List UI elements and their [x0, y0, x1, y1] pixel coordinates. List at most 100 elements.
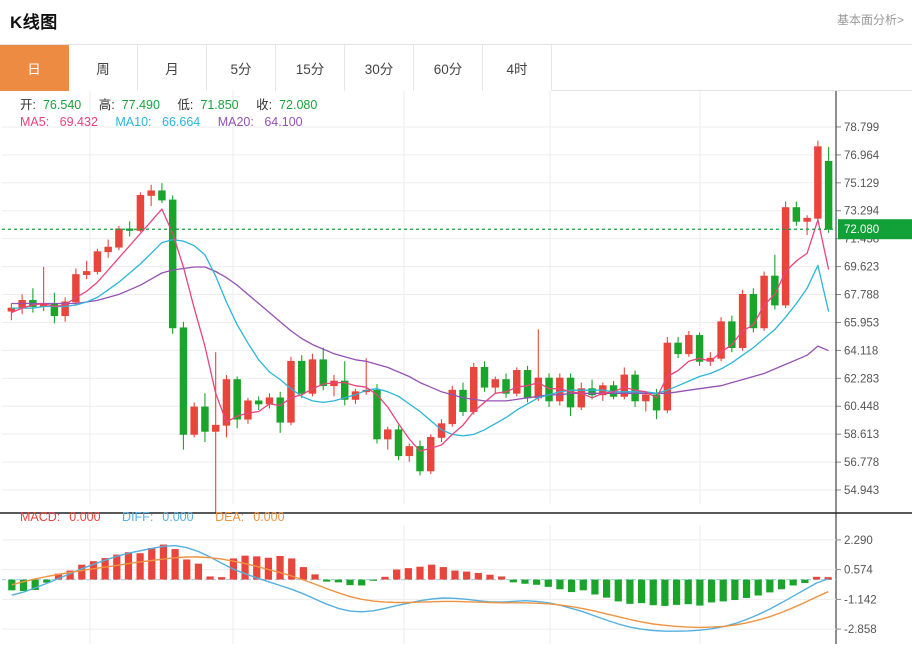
- macd-histogram-bar: [533, 579, 541, 585]
- tab-5[interactable]: 30分: [345, 45, 414, 91]
- candlestick: [29, 288, 37, 313]
- candlestick: [61, 297, 69, 322]
- macd-histogram-bar: [276, 555, 284, 580]
- macd-histogram-bar: [626, 579, 634, 604]
- tab-2[interactable]: 月: [138, 45, 207, 91]
- macd-histogram-bar: [124, 552, 133, 580]
- candle-body: [93, 251, 102, 272]
- macd-histogram-bar: [567, 579, 576, 593]
- macd-histogram-bar: [742, 579, 751, 598]
- candlestick: [674, 336, 682, 359]
- candle-body: [513, 370, 521, 394]
- macd-histogram-bar: [183, 559, 191, 580]
- macd-histogram-bar: [101, 558, 109, 580]
- candle-body: [470, 367, 478, 412]
- candlestick: [222, 375, 231, 438]
- macd-histogram-bar: [346, 579, 354, 586]
- candle-body: [287, 360, 295, 423]
- macd-histogram-bar: [614, 579, 622, 602]
- candle-body: [502, 379, 510, 394]
- macd-histogram-bar: [299, 567, 307, 580]
- candle-body: [416, 446, 424, 472]
- tab-0[interactable]: 日: [0, 45, 69, 91]
- candlestick: [642, 391, 650, 412]
- candlestick: [814, 140, 822, 222]
- candlestick: [470, 362, 478, 415]
- page-header: K线图 基本面分析>: [0, 0, 912, 45]
- candle-body: [652, 394, 661, 411]
- macd-histogram-bar: [404, 568, 412, 580]
- candlestick: [405, 443, 413, 462]
- macd-histogram-bar: [89, 561, 98, 580]
- candlestick: [771, 254, 779, 310]
- candlestick: [276, 391, 284, 433]
- fundamental-analysis-link[interactable]: 基本面分析>: [836, 13, 904, 27]
- candlestick: [792, 201, 801, 226]
- macd-histogram-bar: [672, 579, 681, 605]
- tab-label: 30分: [364, 62, 394, 77]
- candlestick: [244, 397, 252, 424]
- macd-histogram-bar: [707, 579, 716, 603]
- candlestick: [136, 192, 145, 232]
- kline-chart-svg[interactable]: 78.79976.96475.12973.29471.45869.62367.7…: [0, 91, 912, 648]
- tab-1[interactable]: 周: [69, 45, 138, 91]
- tab-3[interactable]: 5分: [207, 45, 276, 91]
- candle-body: [115, 228, 123, 248]
- candle-body: [695, 335, 704, 362]
- candle-body: [72, 274, 80, 303]
- candle-body: [340, 380, 349, 400]
- candle-body: [781, 207, 790, 306]
- candlestick: [738, 289, 747, 351]
- macd-histogram-bar: [148, 548, 156, 580]
- candle-body: [685, 335, 693, 355]
- candlestick: [545, 373, 553, 407]
- macd-histogram-bar: [206, 576, 214, 580]
- macd-histogram-bar: [696, 579, 704, 606]
- candlestick: [158, 183, 166, 204]
- dea-line: [11, 556, 829, 629]
- candlestick: [50, 292, 59, 324]
- diff-line: [11, 544, 829, 632]
- candle-body: [233, 379, 241, 420]
- candlestick: [513, 367, 521, 397]
- macd-histogram-bar: [824, 577, 832, 580]
- candle-body: [480, 367, 489, 388]
- candlestick: [416, 440, 424, 476]
- ytick-label: 60.448: [844, 401, 879, 413]
- macd-histogram-bar: [684, 579, 692, 605]
- ytick-label: 73.294: [844, 206, 880, 218]
- macd-histogram-bar: [556, 579, 564, 590]
- candlestick: [179, 321, 188, 450]
- tab-label: 5分: [230, 62, 252, 77]
- candle-body: [308, 359, 317, 394]
- macd-histogram-bar: [789, 579, 797, 586]
- candle-body: [7, 307, 16, 312]
- tab-7[interactable]: 4时: [483, 45, 552, 91]
- ytick-label: 65.953: [844, 317, 879, 329]
- ytick-label: 78.799: [844, 122, 879, 134]
- candle-body: [276, 397, 284, 423]
- ytick-label: 69.623: [844, 262, 879, 274]
- tab-label: 周: [96, 62, 110, 77]
- candle-body: [534, 377, 543, 399]
- macd-histogram-bar: [241, 555, 249, 580]
- ytick-label: 64.118: [844, 345, 878, 357]
- ytick-label: 67.788: [844, 290, 879, 302]
- macd-histogram-bar: [311, 574, 319, 580]
- candle-body: [738, 293, 747, 349]
- macd-histogram-bar: [544, 579, 552, 587]
- candlestick: [93, 248, 102, 275]
- macd-histogram-bar: [159, 544, 168, 580]
- candle-body: [136, 195, 145, 231]
- candle-body: [749, 293, 758, 329]
- macd-histogram-bar: [463, 571, 471, 580]
- macd-histogram-bar: [54, 573, 63, 580]
- candlestick: [566, 373, 575, 417]
- candlestick: [588, 379, 596, 400]
- tab-6[interactable]: 60分: [414, 45, 483, 91]
- candle-body: [523, 370, 532, 399]
- candlestick: [104, 239, 112, 258]
- candlestick: [717, 317, 725, 362]
- tab-4[interactable]: 15分: [276, 45, 345, 91]
- candle-body: [545, 377, 553, 402]
